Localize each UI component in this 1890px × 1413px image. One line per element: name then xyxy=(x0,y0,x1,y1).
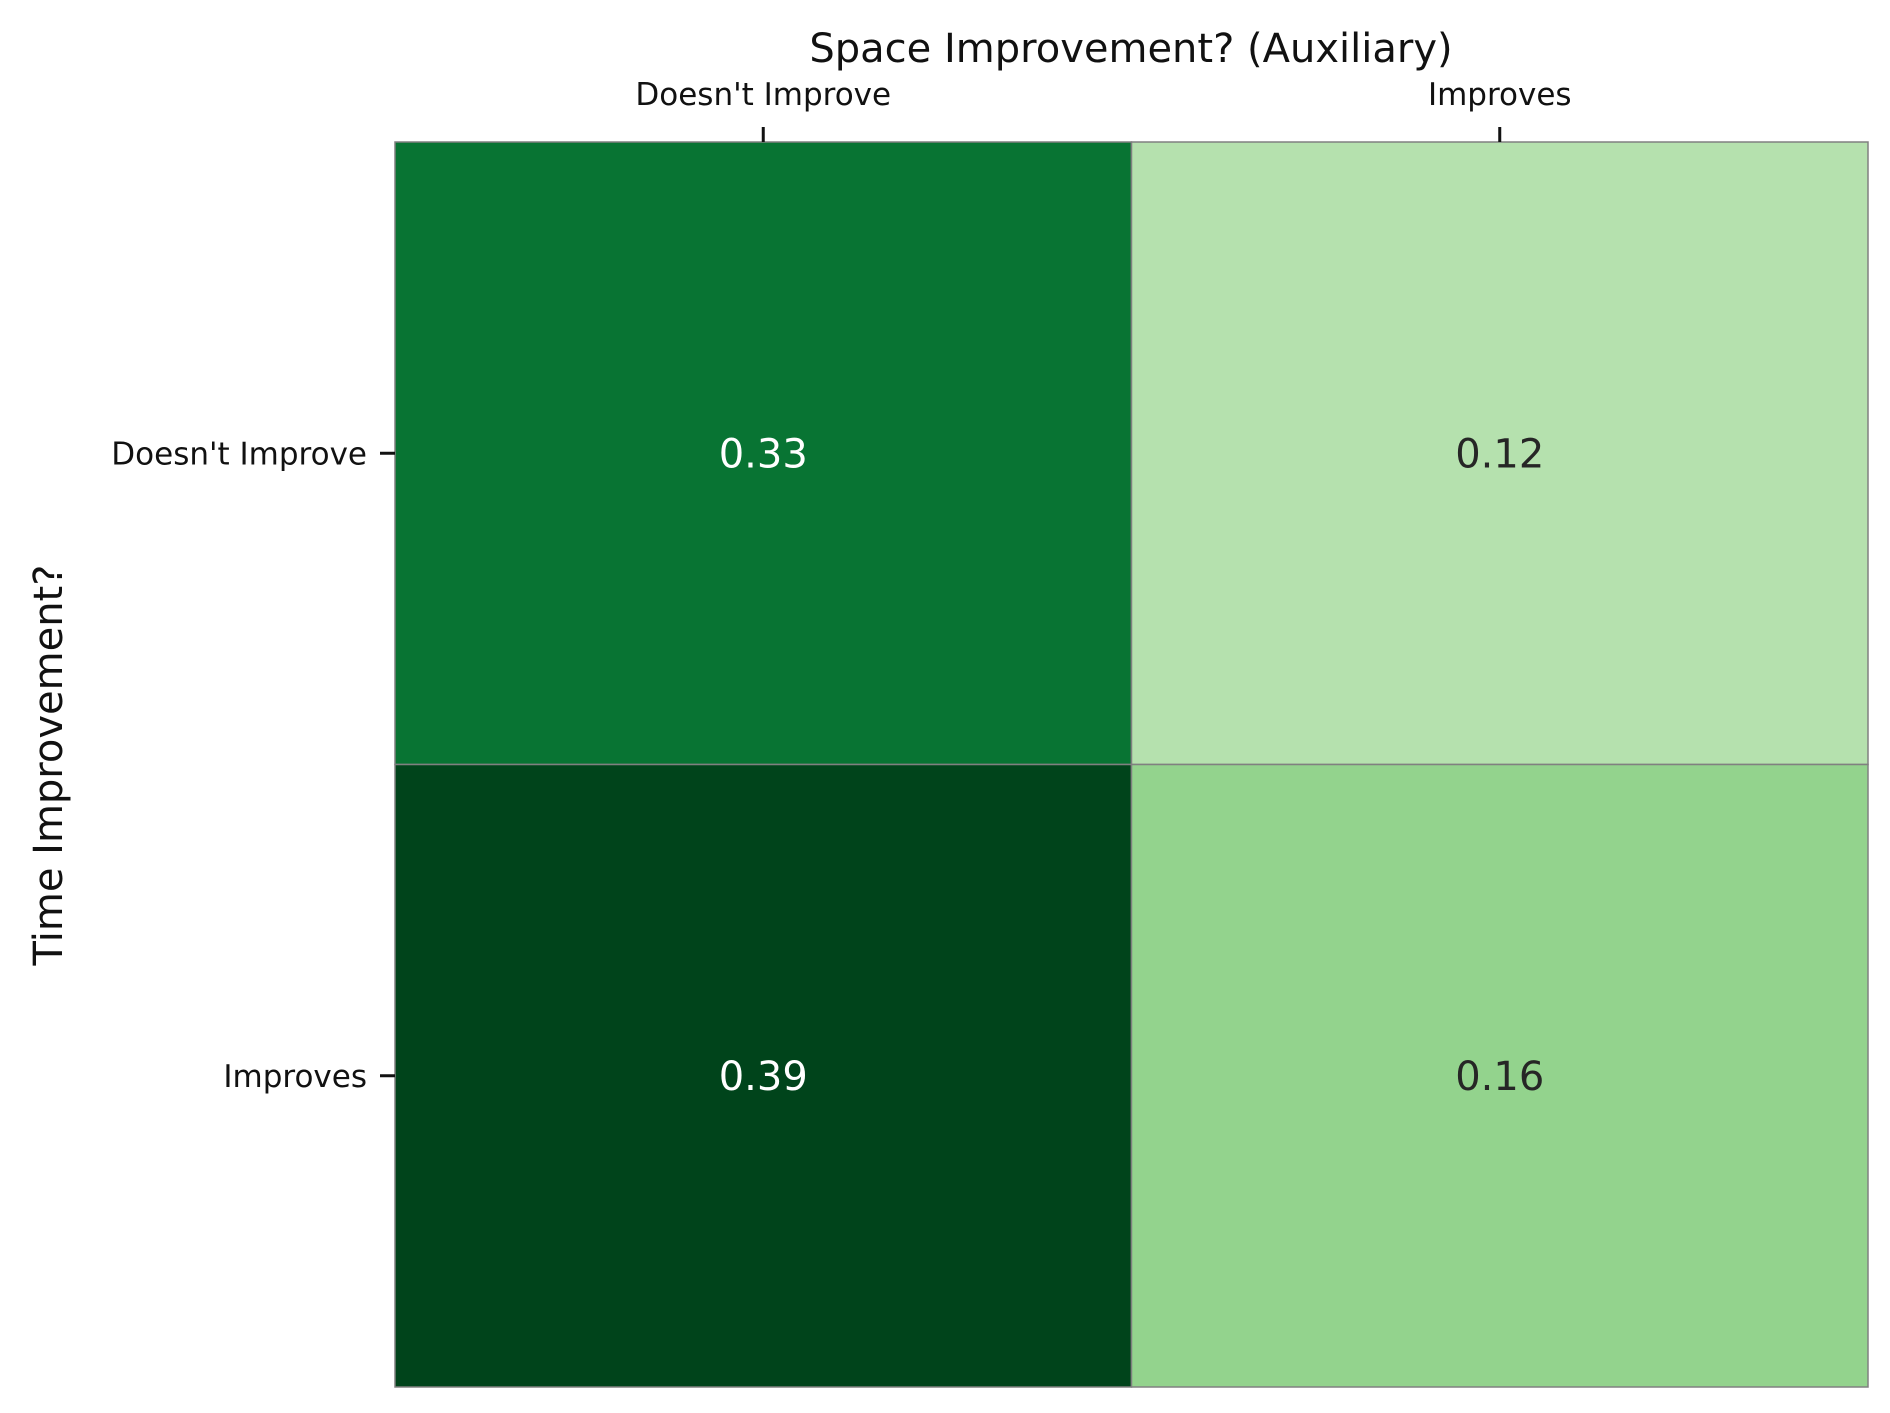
x-tick-label: Doesn't Improve xyxy=(635,77,891,113)
y-axis-title: Time Improvement? xyxy=(26,565,72,967)
cell-value-label: 0.16 xyxy=(1455,1054,1544,1100)
heatmap-cell xyxy=(1130,763,1869,1388)
x-tick-label: Improves xyxy=(1428,77,1572,113)
y-axis-ticks: Doesn't Improve Improves xyxy=(111,436,395,1095)
heatmap-cell xyxy=(394,141,1133,766)
y-tick-label: Doesn't Improve xyxy=(111,436,367,472)
heatmap-cells xyxy=(394,141,1869,1388)
x-axis-title: Space Improvement? (Auxiliary) xyxy=(809,26,1452,72)
cell-value-label: 0.39 xyxy=(719,1054,808,1100)
heatmap-cell-labels: 0.33 0.12 0.39 0.16 xyxy=(719,431,1545,1100)
heatmap-cell xyxy=(394,763,1133,1388)
cell-value-label: 0.12 xyxy=(1455,431,1544,477)
heatmap-cell xyxy=(1130,141,1869,766)
cell-value-label: 0.33 xyxy=(719,431,808,477)
x-axis-ticks: Doesn't Improve Improves xyxy=(635,77,1572,142)
y-tick-label: Improves xyxy=(223,1059,367,1095)
